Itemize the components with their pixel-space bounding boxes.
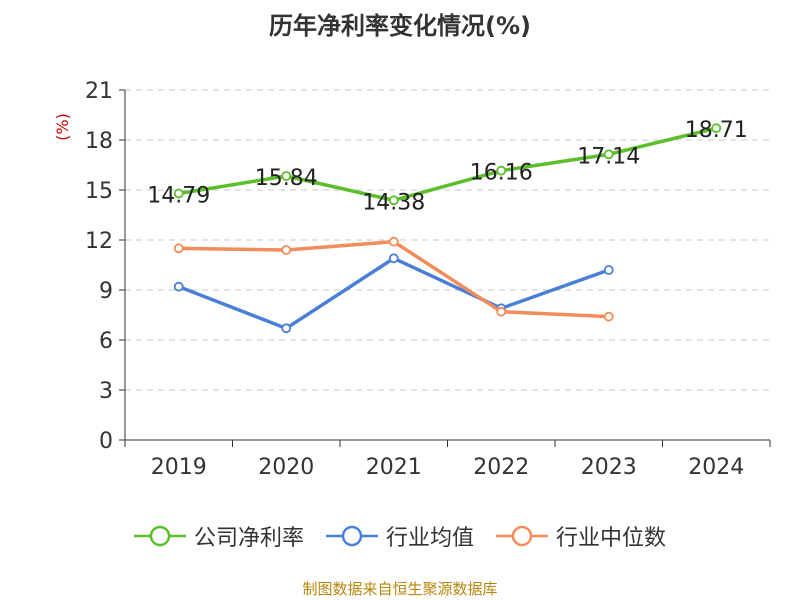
x-tick-label: 2021 (366, 455, 422, 480)
legend-item[interactable]: 行业均值 (325, 520, 474, 552)
legend: 公司净利率 行业均值 行业中位数 (0, 520, 800, 552)
data-point (603, 149, 614, 160)
legend-marker-icon (496, 525, 548, 547)
legend-item[interactable]: 行业中位数 (496, 520, 666, 552)
chart-title: 历年净利率变化情况(%) (269, 12, 531, 40)
legend-circle (511, 525, 533, 547)
x-tick-label: 2023 (581, 455, 637, 480)
legend-circle (149, 525, 171, 547)
data-point (173, 281, 184, 292)
legend-marker-icon (325, 525, 378, 547)
data-label: 16.16 (470, 161, 533, 186)
data-point (388, 195, 399, 206)
data-label: 17.14 (577, 144, 640, 169)
data-point (603, 311, 614, 322)
data-point (711, 123, 722, 134)
y-tick-label: 3 (99, 379, 113, 404)
data-label: 18.71 (685, 118, 748, 143)
data-label: 14.79 (147, 184, 210, 209)
y-tick-label: 0 (99, 429, 113, 454)
y-tick-label: 12 (85, 229, 113, 254)
source-note: 制图数据来自恒生聚源数据库 (302, 580, 498, 598)
data-point (388, 236, 399, 247)
y-tick-label: 9 (99, 279, 113, 304)
legend-item[interactable]: 公司净利率 (133, 520, 304, 552)
data-point (173, 188, 184, 199)
series-line (178, 126, 717, 203)
y-tick-label: 18 (85, 129, 113, 154)
x-tick-label: 2022 (473, 455, 529, 480)
legend-circle (341, 525, 363, 547)
data-point (496, 165, 507, 176)
legend-label: 行业均值 (385, 526, 474, 551)
data-point (173, 243, 184, 254)
data-point (281, 323, 292, 334)
data-point (388, 253, 399, 264)
data-label: 15.84 (255, 166, 318, 191)
y-tick-label: 15 (85, 179, 113, 204)
x-tick-label: 2020 (258, 455, 314, 480)
legend-marker-icon (133, 525, 186, 547)
data-point (281, 171, 292, 181)
series-line (178, 256, 610, 331)
data-point (496, 306, 507, 317)
y-axis-label: (%) (53, 113, 72, 141)
y-tick-label: 6 (99, 329, 113, 354)
legend-label: 公司净利率 (193, 526, 304, 551)
y-tick-label: 21 (85, 79, 113, 104)
x-tick-label: 2019 (151, 455, 207, 480)
data-point (603, 265, 614, 275)
series-line (178, 239, 609, 319)
legend-label: 行业中位数 (556, 526, 667, 551)
data-label: 14.38 (362, 190, 425, 215)
x-tick-label: 2024 (688, 455, 744, 480)
data-point (281, 245, 292, 255)
